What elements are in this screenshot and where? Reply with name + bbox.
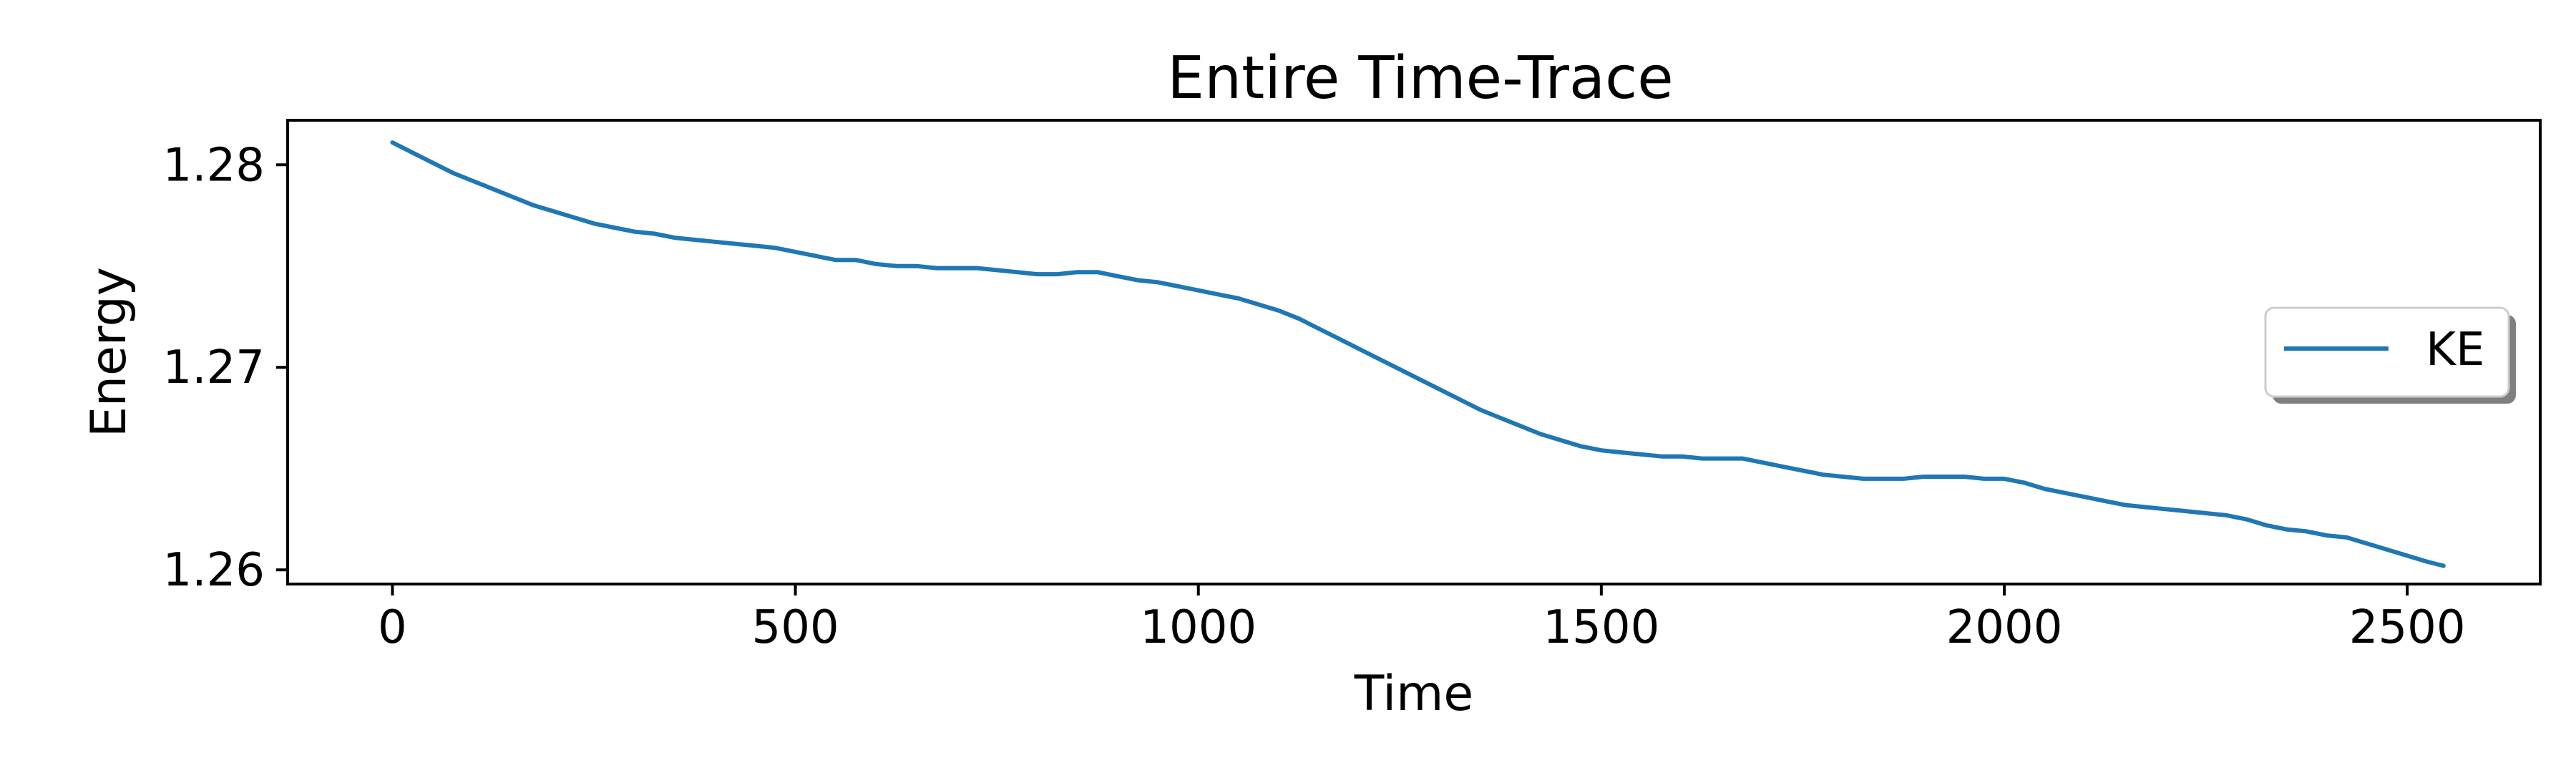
x-tick-label: 1500: [1543, 601, 1659, 654]
legend-box: [2264, 306, 2510, 398]
y-tick-label: 1.27: [163, 341, 265, 394]
x-axis-ticks: 0 500 1000 1500 2000 2500: [378, 584, 2466, 654]
chart-title: Entire Time-Trace: [1167, 44, 1673, 112]
plot-area-frame: [286, 119, 2542, 585]
x-tick-label: 500: [751, 601, 839, 654]
x-tick-label: 2000: [1946, 601, 2063, 654]
y-tick-label: 1.28: [163, 139, 265, 192]
legend: KE: [2264, 306, 2516, 404]
x-tick-label: 1000: [1140, 601, 1257, 654]
y-axis-label: Energy: [81, 267, 137, 437]
legend-label-ke: KE: [2426, 324, 2484, 376]
x-axis-label: Time: [1354, 666, 1473, 722]
y-axis-ticks: 1.26 1.27 1.28: [163, 139, 288, 597]
series-line-ke: [390, 140, 2446, 568]
x-tick-label: 2500: [2349, 601, 2466, 654]
y-tick-label: 1.26: [163, 544, 265, 597]
x-tick-label: 0: [378, 601, 407, 654]
